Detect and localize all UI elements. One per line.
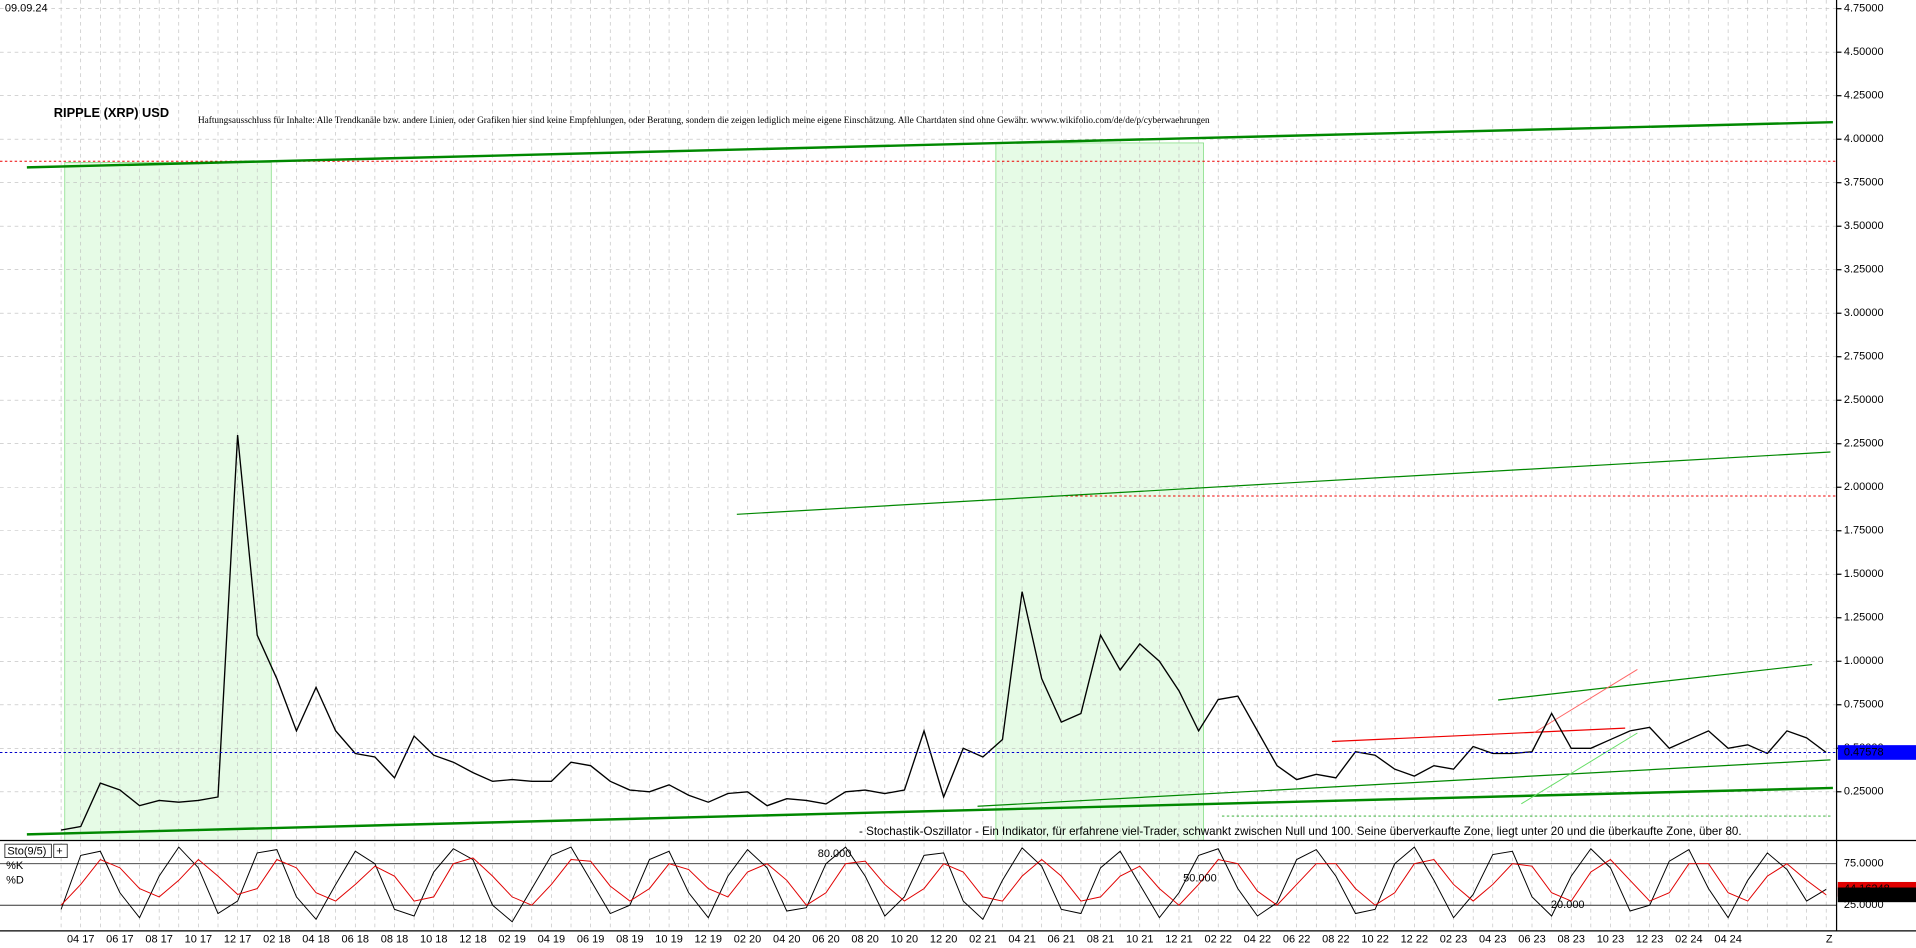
zoom-button[interactable]: Z [1826, 933, 1833, 945]
x-tick-label: 04 23 [1479, 933, 1507, 945]
y-tick-label: 4.50000 [1844, 46, 1884, 58]
x-tick-label: 08 19 [616, 933, 644, 945]
y-tick-label: 2.25000 [1844, 438, 1884, 450]
y-tick-label: 3.00000 [1844, 307, 1884, 319]
y-tick-label: 2.75000 [1844, 351, 1884, 363]
y-tick-label: 2.00000 [1844, 481, 1884, 493]
x-tick-label: 06 17 [106, 933, 134, 945]
x-tick-label: 08 18 [381, 933, 409, 945]
chart-title: RIPPLE (XRP) USD [54, 105, 169, 120]
x-tick-label: 04 22 [1244, 933, 1272, 945]
x-tick-label: 04 19 [538, 933, 566, 945]
y-tick-label: 3.50000 [1844, 220, 1884, 232]
x-tick-label: 12 23 [1636, 933, 1664, 945]
x-tick-label: 10 20 [891, 933, 919, 945]
last-value-box [1837, 745, 1916, 760]
x-tick-label: 02 18 [263, 933, 291, 945]
last-value-label: 0.47578 [1844, 746, 1884, 758]
legend-label: %K [6, 860, 24, 872]
highlight-zone [995, 142, 1204, 841]
y-tick-label: 0.75000 [1844, 699, 1884, 711]
y-tick-label: 0.25000 [1844, 786, 1884, 798]
x-tick-label: 02 24 [1675, 933, 1703, 945]
x-tick-label: 08 20 [851, 933, 879, 945]
x-tick-label: 02 22 [1204, 933, 1232, 945]
y-tick-label: 4.25000 [1844, 90, 1884, 102]
x-tick-label: 04 18 [302, 933, 330, 945]
y-tick-label: 4.75000 [1844, 3, 1884, 15]
level-label: 50.000 [1183, 872, 1217, 884]
annotation: - Stochastik-Oszillator - Ein Indikator,… [859, 825, 1742, 838]
level-label: 20.000 [1551, 899, 1585, 911]
trend-line [1521, 732, 1638, 805]
y-tick-label: 1.50000 [1844, 568, 1884, 580]
x-tick-label: 12 19 [695, 933, 723, 945]
y-tick-label: 1.00000 [1844, 655, 1884, 667]
y-tick-label: 4.00000 [1844, 133, 1884, 145]
x-tick-label: 02 21 [969, 933, 997, 945]
x-tick-label: 06 18 [342, 933, 370, 945]
y-tick-label: 3.75000 [1844, 177, 1884, 189]
x-tick-label: 06 20 [812, 933, 840, 945]
x-tick-label: 06 21 [1048, 933, 1076, 945]
x-tick-label: 04 24 [1714, 933, 1742, 945]
expand-icon[interactable]: + [56, 845, 62, 857]
x-tick-label: 10 22 [1361, 933, 1389, 945]
grid [0, 0, 1837, 931]
trend-line [1533, 669, 1638, 734]
y-tick-label: 1.75000 [1844, 525, 1884, 537]
x-tick-label: 02 19 [498, 933, 526, 945]
series-line [60, 846, 1827, 923]
x-tick-label: 12 22 [1401, 933, 1429, 945]
indicator-title: Sto(9/5) [7, 845, 46, 857]
trend-line [736, 451, 1831, 515]
x-tick-label: 08 23 [1557, 933, 1585, 945]
x-tick-label: 04 17 [67, 933, 95, 945]
x-tick-label: 04 20 [773, 933, 801, 945]
x-tick-label: 06 23 [1518, 933, 1546, 945]
last-value-box [1837, 887, 1916, 903]
last-value-label: 37.48032 [1844, 889, 1890, 901]
trend-line [1331, 727, 1626, 743]
x-tick-label: 12 17 [224, 933, 252, 945]
highlight-zone [64, 162, 272, 841]
x-tick-label: 02 20 [734, 933, 762, 945]
plot [60, 434, 1827, 923]
series-line [60, 857, 1827, 906]
x-tick-label: 10 19 [655, 933, 683, 945]
level-label: 80.000 [818, 848, 852, 860]
x-tick-label: 08 22 [1322, 933, 1350, 945]
series-line [60, 434, 1827, 831]
expand-button[interactable] [53, 843, 68, 858]
x-tick-label: 12 20 [930, 933, 958, 945]
legend-label: %D [6, 875, 24, 887]
x-tick-label: 06 22 [1283, 933, 1311, 945]
x-tick-label: 08 17 [145, 933, 173, 945]
x-tick-label: 08 21 [1087, 933, 1115, 945]
x-tick-label: 04 21 [1008, 933, 1036, 945]
x-tick-label: 06 19 [577, 933, 605, 945]
date-label: 09.09.24 [5, 2, 48, 14]
indicator-label-box [4, 843, 52, 858]
x-tick-label: 10 23 [1597, 933, 1625, 945]
x-tick-label: 10 18 [420, 933, 448, 945]
x-tick-label: 12 18 [459, 933, 487, 945]
x-tick-label: 02 23 [1440, 933, 1468, 945]
y-tick-label: 2.50000 [1844, 394, 1884, 406]
y-tick-label: 1.25000 [1844, 612, 1884, 624]
y-tick-label: 25.0000 [1844, 899, 1884, 911]
trend-line [1498, 663, 1813, 701]
y-tick-label: 75.0000 [1844, 858, 1884, 870]
x-tick-label: 10 21 [1126, 933, 1154, 945]
disclaimer: Haftungsausschluss für Inhalte: Alle Tre… [198, 116, 1210, 126]
x-tick-label: 10 17 [185, 933, 213, 945]
trend-line [26, 786, 1833, 836]
trend-line [977, 759, 1831, 807]
trend-line [26, 120, 1833, 169]
x-tick-label: 12 21 [1165, 933, 1193, 945]
y-tick-label: 3.25000 [1844, 264, 1884, 276]
